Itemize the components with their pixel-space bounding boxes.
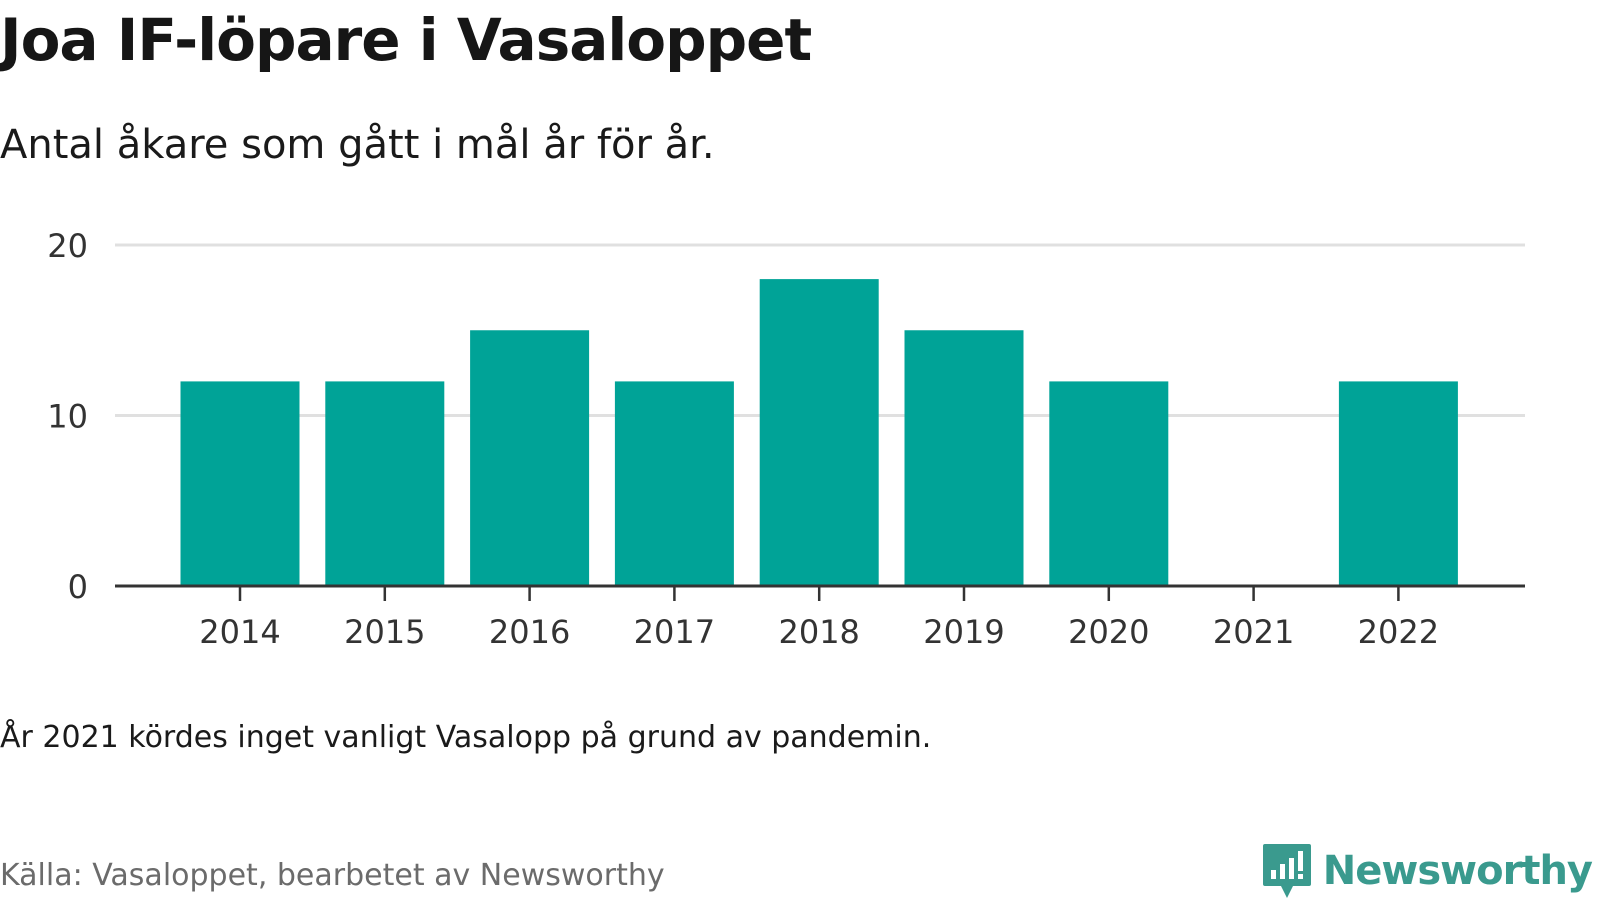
chart-subtitle: Antal åkare som gått i mål år för år. [0, 122, 715, 168]
bar-chart-speech-bubble-icon [1262, 844, 1311, 898]
bar-2016 [470, 330, 590, 586]
bar-2015 [325, 381, 445, 586]
x-tick-label: 2015 [344, 613, 425, 651]
x-axis [115, 584, 1525, 601]
x-tick-label: 2017 [634, 613, 715, 651]
x-tick-label: 2022 [1358, 613, 1439, 651]
x-tick-label: 2019 [923, 613, 1004, 651]
bar-2020 [1049, 381, 1169, 586]
x-tick-label: 2020 [1068, 613, 1149, 651]
y-tick-label: 20 [47, 227, 88, 265]
chart-title: Joa IF-löpare i Vasaloppet [0, 6, 812, 74]
bars [180, 279, 1458, 586]
y-tick-label: 10 [47, 398, 88, 436]
source-text: Källa: Vasaloppet, bearbetet av Newswort… [0, 858, 665, 893]
bar-2019 [904, 330, 1024, 586]
logo-text: Newsworthy [1322, 848, 1593, 894]
x-tick-label: 2018 [778, 613, 859, 651]
chart-note: År 2021 kördes inget vanligt Vasalopp på… [0, 720, 932, 755]
x-axis-tick-labels: 2014 2015 2016 2017 2018 2019 2020 2021 2022 [199, 613, 1439, 651]
bar-2014 [180, 381, 300, 586]
x-tick-label: 2016 [489, 613, 570, 651]
newsworthy-logo: Newsworthy [1261, 842, 1593, 900]
bar-2017 [614, 381, 734, 586]
y-tick-label: 0 [68, 568, 88, 606]
bar-2022 [1338, 381, 1458, 586]
x-tick-label: 2014 [199, 613, 280, 651]
x-tick-label: 2021 [1213, 613, 1294, 651]
y-axis-tick-labels: 0 10 20 [47, 227, 88, 606]
bar-2018 [759, 279, 879, 586]
